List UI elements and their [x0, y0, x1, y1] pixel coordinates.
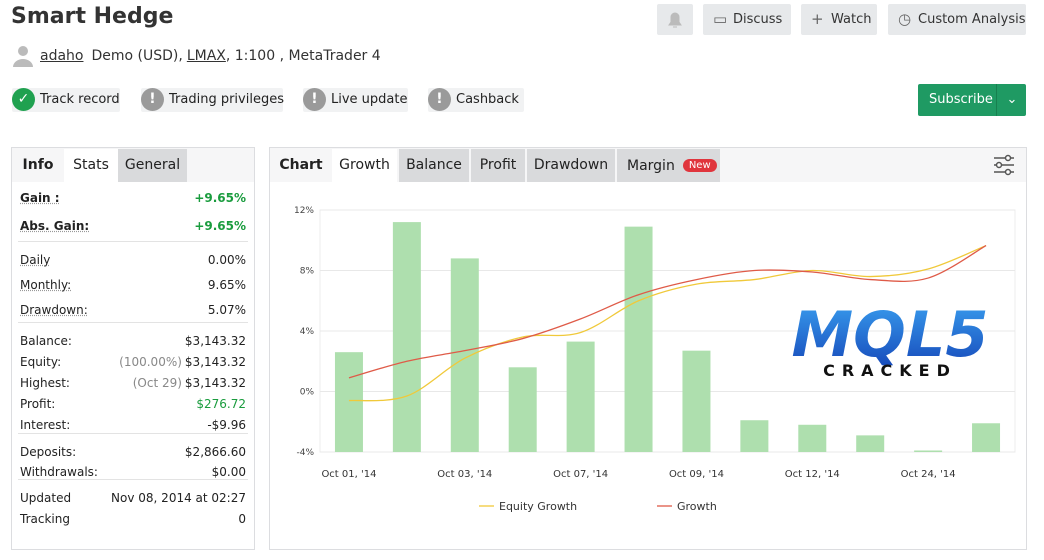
stats-tab[interactable]: General	[118, 149, 187, 182]
stat-number: 9.65%	[207, 278, 246, 292]
tab-label: Growth	[339, 157, 390, 173]
separator	[18, 322, 248, 323]
subscribe-caret: ⌄	[996, 84, 1027, 116]
badge-label: Cashback	[456, 92, 519, 107]
tab-label: Drawdown	[533, 157, 609, 173]
tab-label: Chart	[279, 157, 323, 173]
subscribe-button[interactable]: Subscribe ⌄	[918, 84, 1026, 116]
stat-value: 9.65%	[100, 276, 246, 294]
chart-tab[interactable]: Margin New	[617, 149, 720, 182]
separator	[18, 241, 248, 242]
stat-label: Abs. Gain:	[20, 219, 90, 233]
stat-number: 0.00%	[207, 253, 246, 267]
header-button[interactable]: Discuss ▭	[703, 4, 791, 35]
chart-tab[interactable]: Drawdown	[527, 149, 615, 182]
separator	[18, 479, 248, 480]
stat-value: $276.72	[100, 395, 246, 413]
stat-label: Updated	[20, 491, 72, 505]
button-icon: ▭	[713, 10, 728, 28]
header-button[interactable]: Watch +	[801, 4, 877, 35]
stat-label: Profit:	[20, 397, 56, 411]
stat-label: Balance:	[20, 334, 72, 348]
stat-value: -$9.96	[100, 416, 246, 434]
stat-number: $2,866.60	[184, 445, 246, 459]
badge: ! Live update	[303, 88, 408, 112]
stat-value: 5.07%	[100, 301, 246, 319]
badge: ✓ Track record	[12, 88, 120, 112]
stat-label: Equity:	[20, 355, 62, 369]
chart-tab[interactable]: Balance	[399, 149, 469, 182]
stat-number: +9.65%	[194, 191, 246, 205]
chart-tab[interactable]: Growth	[332, 149, 397, 182]
stat-value: +9.65%	[100, 217, 246, 235]
stat-value: 0	[100, 510, 246, 528]
title: Smart Hedge	[11, 4, 174, 29]
stats-tab: Info	[12, 149, 64, 182]
stat-label: Interest:	[20, 418, 71, 432]
stat-label: Drawdown:	[20, 303, 88, 317]
stat-number: Nov 08, 2014 at 02:27	[111, 491, 246, 505]
badge: ! Trading privileges	[141, 88, 284, 112]
broker-link[interactable]: LMAX	[186, 48, 226, 64]
account-line: adaho Demo (USD), LMAX, 1:100 , MetaTrader…	[40, 48, 381, 64]
stat-value: (100.00%) $3,143.32	[100, 353, 246, 371]
stat-value: $3,143.32	[100, 332, 246, 350]
badge-label: Trading privileges	[169, 92, 284, 107]
chart-tab: Chart	[270, 149, 332, 182]
account-details: , 1:100 , MetaTrader 4	[225, 48, 381, 64]
subscribe-label: Subscribe	[929, 92, 993, 107]
stat-number: $276.72	[196, 397, 246, 411]
badge: ! Cashback	[428, 88, 524, 112]
chart-tab[interactable]: Profit	[471, 149, 525, 182]
button-icon: ◷	[898, 10, 912, 28]
badge-icon: !	[303, 88, 326, 111]
stat-note: (Oct 29)	[132, 376, 182, 390]
button-label: Custom Analysis	[918, 12, 1026, 27]
user-link[interactable]: adaho	[40, 48, 84, 64]
stat-label: Daily	[20, 253, 51, 267]
stat-value: $0.00	[100, 463, 246, 481]
stat-number: 0	[238, 512, 246, 526]
button-label: Discuss	[733, 12, 783, 27]
badge-label: Live update	[331, 92, 408, 107]
stat-number: -$9.96	[207, 418, 246, 432]
badge-label: Track record	[40, 92, 120, 107]
account-type: Demo (USD),	[91, 48, 183, 64]
stat-label: Withdrawals:	[20, 465, 98, 479]
tab-label: Profit	[479, 157, 517, 173]
button-label: Watch	[831, 12, 872, 27]
badge-icon: !	[428, 88, 451, 111]
stat-number: $3,143.32	[184, 334, 246, 348]
stats-panel	[11, 147, 255, 550]
tab-label: Margin	[627, 158, 675, 174]
stat-label: Highest:	[20, 376, 70, 390]
header-button[interactable]: Custom Analysis ◷	[888, 4, 1026, 35]
stat-label: Gain :	[20, 191, 60, 205]
button-icon: +	[811, 10, 824, 28]
stat-value: (Oct 29) $3,143.32	[100, 374, 246, 392]
stat-value: Nov 08, 2014 at 02:27	[100, 489, 246, 507]
stat-number: $0.00	[211, 465, 246, 479]
stat-label: Deposits:	[20, 445, 77, 459]
stat-label: Tracking	[20, 512, 70, 526]
stat-number: 5.07%	[207, 303, 246, 317]
stat-note: (100.00%)	[119, 355, 182, 369]
chart-panel	[269, 147, 1027, 550]
stat-label: Monthly:	[20, 278, 72, 292]
stat-value: $2,866.60	[100, 443, 246, 461]
badge-icon: ✓	[12, 88, 35, 111]
stats-tab[interactable]: Stats	[64, 149, 118, 182]
tab-label: Balance	[406, 157, 462, 173]
stat-number: +9.65%	[194, 219, 246, 233]
stat-number: $3,143.32	[184, 376, 246, 390]
stat-value: 0.00%	[100, 251, 246, 269]
new-badge: New	[682, 159, 717, 172]
badge-icon: !	[141, 88, 164, 111]
stat-value: +9.65%	[100, 189, 246, 207]
stat-number: $3,143.32	[184, 355, 246, 369]
separator	[18, 433, 248, 434]
